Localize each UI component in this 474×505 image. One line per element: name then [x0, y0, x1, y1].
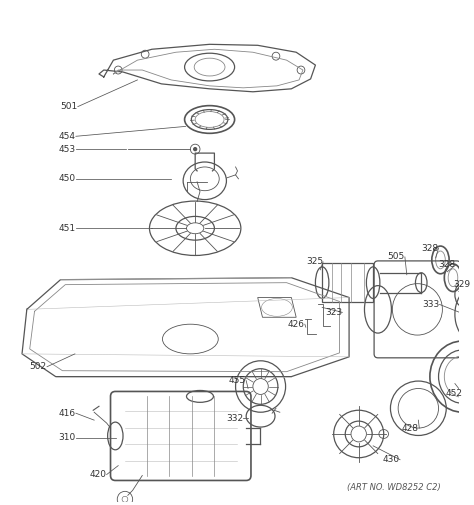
Text: 426: 426 [288, 320, 304, 329]
Text: 453: 453 [59, 144, 76, 154]
Text: 502: 502 [30, 362, 47, 371]
Text: 420: 420 [90, 470, 106, 479]
Text: 430: 430 [383, 455, 400, 464]
Circle shape [194, 147, 197, 150]
Text: 428: 428 [402, 424, 419, 433]
Circle shape [460, 291, 465, 297]
Text: 332: 332 [226, 414, 243, 423]
Text: 505: 505 [388, 252, 405, 262]
Text: 501: 501 [61, 102, 78, 111]
Text: 310: 310 [59, 433, 76, 442]
Text: 333: 333 [422, 300, 439, 309]
Text: 323: 323 [325, 308, 342, 317]
Text: 329: 329 [453, 280, 470, 289]
Text: 328: 328 [421, 243, 438, 252]
Text: 452: 452 [445, 389, 462, 398]
Text: 451: 451 [59, 224, 76, 233]
Text: 455: 455 [229, 376, 246, 385]
Text: (ART NO. WD8252 C2): (ART NO. WD8252 C2) [346, 483, 440, 492]
Text: 450: 450 [59, 174, 76, 183]
Text: 328: 328 [438, 261, 456, 269]
Text: 454: 454 [59, 132, 75, 141]
Text: 416: 416 [59, 409, 76, 418]
Text: 325: 325 [306, 258, 323, 267]
